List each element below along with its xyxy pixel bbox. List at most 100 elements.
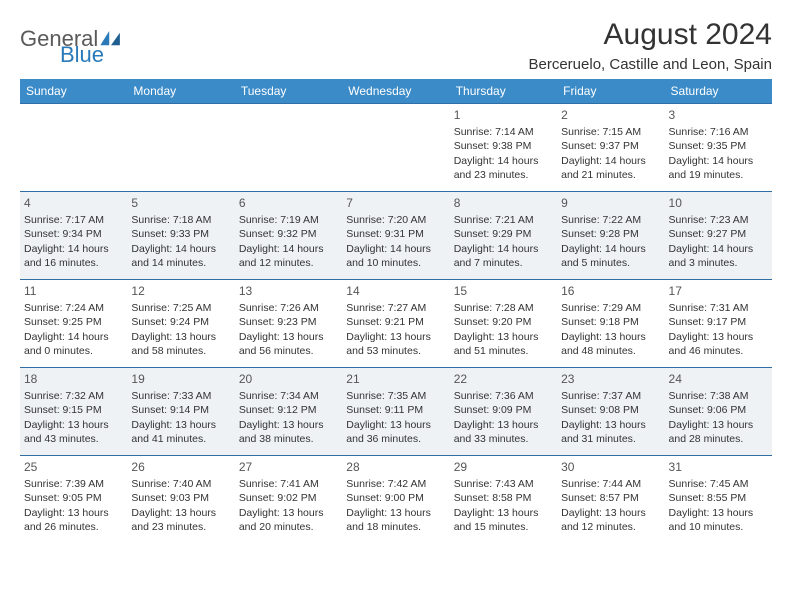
calendar-day-cell: 4Sunrise: 7:17 AMSunset: 9:34 PMDaylight… bbox=[20, 192, 127, 280]
daylight-text: Daylight: 13 hours and 43 minutes. bbox=[24, 418, 123, 446]
day-number: 15 bbox=[454, 283, 553, 299]
sunset-text: Sunset: 8:55 PM bbox=[669, 491, 768, 505]
sunset-text: Sunset: 9:17 PM bbox=[669, 315, 768, 329]
calendar-day-cell: 24Sunrise: 7:38 AMSunset: 9:06 PMDayligh… bbox=[665, 368, 772, 456]
calendar-day-cell: 23Sunrise: 7:37 AMSunset: 9:08 PMDayligh… bbox=[557, 368, 664, 456]
day-number: 19 bbox=[131, 371, 230, 387]
calendar-day-cell: 3Sunrise: 7:16 AMSunset: 9:35 PMDaylight… bbox=[665, 104, 772, 192]
sunrise-text: Sunrise: 7:18 AM bbox=[131, 213, 230, 227]
sunset-text: Sunset: 9:12 PM bbox=[239, 403, 338, 417]
day-number: 24 bbox=[669, 371, 768, 387]
calendar-day-cell: 5 Sunrise: 7:18 AMSunset: 9:33 PMDaylight… bbox=[127, 192, 234, 280]
sunset-text: Sunset: 9:00 PM bbox=[346, 491, 445, 505]
daylight-text: Daylight: 14 hours and 12 minutes. bbox=[239, 242, 338, 270]
daylight-text: Daylight: 13 hours and 26 minutes. bbox=[24, 506, 123, 534]
calendar-day-cell: 19Sunrise: 7:33 AMSunset: 9:14 PMDayligh… bbox=[127, 368, 234, 456]
day-number: 22 bbox=[454, 371, 553, 387]
sunrise-text: Sunrise: 7:15 AM bbox=[561, 125, 660, 139]
sunset-text: Sunset: 9:02 PM bbox=[239, 491, 338, 505]
day-number: 21 bbox=[346, 371, 445, 387]
day-number: 14 bbox=[346, 283, 445, 299]
sunset-text: Sunset: 9:18 PM bbox=[561, 315, 660, 329]
day-header: Wednesday bbox=[342, 79, 449, 104]
day-number: 3 bbox=[669, 107, 768, 123]
sunrise-text: Sunrise: 7:41 AM bbox=[239, 477, 338, 491]
day-number: 2 bbox=[561, 107, 660, 123]
daylight-text: Daylight: 13 hours and 31 minutes. bbox=[561, 418, 660, 446]
sunset-text: Sunset: 8:58 PM bbox=[454, 491, 553, 505]
day-number: 28 bbox=[346, 459, 445, 475]
day-number: 7 bbox=[346, 195, 445, 211]
sunrise-text: Sunrise: 7:24 AM bbox=[24, 301, 123, 315]
sunrise-text: Sunrise: 7:40 AM bbox=[131, 477, 230, 491]
sunrise-text: Sunrise: 7:22 AM bbox=[561, 213, 660, 227]
day-number: 27 bbox=[239, 459, 338, 475]
sunrise-text: Sunrise: 7:21 AM bbox=[454, 213, 553, 227]
sunset-text: Sunset: 9:06 PM bbox=[669, 403, 768, 417]
daylight-text: Daylight: 14 hours and 0 minutes. bbox=[24, 330, 123, 358]
daylight-text: Daylight: 13 hours and 33 minutes. bbox=[454, 418, 553, 446]
calendar-day-cell: 12Sunrise: 7:25 AMSunset: 9:24 PMDayligh… bbox=[127, 280, 234, 368]
day-number: 13 bbox=[239, 283, 338, 299]
sunrise-text: Sunrise: 7:28 AM bbox=[454, 301, 553, 315]
sunrise-text: Sunrise: 7:16 AM bbox=[669, 125, 768, 139]
calendar-day-cell: 14Sunrise: 7:27 AMSunset: 9:21 PMDayligh… bbox=[342, 280, 449, 368]
daylight-text: Daylight: 13 hours and 41 minutes. bbox=[131, 418, 230, 446]
sunset-text: Sunset: 9:24 PM bbox=[131, 315, 230, 329]
day-header: Sunday bbox=[20, 79, 127, 104]
daylight-text: Daylight: 14 hours and 7 minutes. bbox=[454, 242, 553, 270]
sunset-text: Sunset: 9:29 PM bbox=[454, 227, 553, 241]
calendar-day-cell: 1Sunrise: 7:14 AMSunset: 9:38 PMDaylight… bbox=[450, 104, 557, 192]
logo-text-blue: Blue bbox=[60, 44, 122, 66]
daylight-text: Daylight: 13 hours and 56 minutes. bbox=[239, 330, 338, 358]
day-number: 30 bbox=[561, 459, 660, 475]
sunset-text: Sunset: 9:15 PM bbox=[24, 403, 123, 417]
sunset-text: Sunset: 9:33 PM bbox=[131, 227, 230, 241]
daylight-text: Daylight: 14 hours and 19 minutes. bbox=[669, 154, 768, 182]
daylight-text: Daylight: 14 hours and 23 minutes. bbox=[454, 154, 553, 182]
logo: General Blue bbox=[20, 18, 122, 66]
sunset-text: Sunset: 9:21 PM bbox=[346, 315, 445, 329]
sunrise-text: Sunrise: 7:14 AM bbox=[454, 125, 553, 139]
day-header: Tuesday bbox=[235, 79, 342, 104]
calendar-day-cell: 11Sunrise: 7:24 AMSunset: 9:25 PMDayligh… bbox=[20, 280, 127, 368]
daylight-text: Daylight: 13 hours and 46 minutes. bbox=[669, 330, 768, 358]
daylight-text: Daylight: 13 hours and 28 minutes. bbox=[669, 418, 768, 446]
daylight-text: Daylight: 13 hours and 10 minutes. bbox=[669, 506, 768, 534]
sunset-text: Sunset: 9:03 PM bbox=[131, 491, 230, 505]
sunrise-text: Sunrise: 7:45 AM bbox=[669, 477, 768, 491]
sunset-text: Sunset: 8:57 PM bbox=[561, 491, 660, 505]
calendar-day-cell: 29 Sunrise: 7:43 AMSunset: 8:58 PMDayligh… bbox=[450, 456, 557, 544]
daylight-text: Daylight: 13 hours and 12 minutes. bbox=[561, 506, 660, 534]
daylight-text: Daylight: 13 hours and 58 minutes. bbox=[131, 330, 230, 358]
calendar-day-cell: 31Sunrise: 7:45 AMSunset: 8:55 PMDayligh… bbox=[665, 456, 772, 544]
sunset-text: Sunset: 9:09 PM bbox=[454, 403, 553, 417]
day-number: 10 bbox=[669, 195, 768, 211]
day-number: 5 bbox=[131, 195, 230, 211]
day-number: 23 bbox=[561, 371, 660, 387]
daylight-text: Daylight: 13 hours and 15 minutes. bbox=[454, 506, 553, 534]
sunrise-text: Sunrise: 7:44 AM bbox=[561, 477, 660, 491]
sunrise-text: Sunrise: 7:32 AM bbox=[24, 389, 123, 403]
sunset-text: Sunset: 9:05 PM bbox=[24, 491, 123, 505]
daylight-text: Daylight: 13 hours and 48 minutes. bbox=[561, 330, 660, 358]
sunset-text: Sunset: 9:20 PM bbox=[454, 315, 553, 329]
sunrise-text: Sunrise: 7:43 AM bbox=[454, 477, 553, 491]
day-number: 6 bbox=[239, 195, 338, 211]
sunset-text: Sunset: 9:14 PM bbox=[131, 403, 230, 417]
calendar-day-cell: 18Sunrise: 7:32 AMSunset: 9:15 PMDayligh… bbox=[20, 368, 127, 456]
sunset-text: Sunset: 9:27 PM bbox=[669, 227, 768, 241]
day-number: 9 bbox=[561, 195, 660, 211]
sunrise-text: Sunrise: 7:35 AM bbox=[346, 389, 445, 403]
calendar-day-cell bbox=[342, 104, 449, 192]
day-number: 29 bbox=[454, 459, 553, 475]
daylight-text: Daylight: 13 hours and 36 minutes. bbox=[346, 418, 445, 446]
calendar-day-cell: 15Sunrise: 7:28 AMSunset: 9:20 PMDayligh… bbox=[450, 280, 557, 368]
day-number: 4 bbox=[24, 195, 123, 211]
daylight-text: Daylight: 14 hours and 14 minutes. bbox=[131, 242, 230, 270]
calendar-table: SundayMondayTuesdayWednesdayThursdayFrid… bbox=[20, 79, 772, 544]
day-number: 25 bbox=[24, 459, 123, 475]
calendar-day-cell: 30 Sunrise: 7:44 AMSunset: 8:57 PMDayligh… bbox=[557, 456, 664, 544]
day-header: Friday bbox=[557, 79, 664, 104]
daylight-text: Daylight: 13 hours and 23 minutes. bbox=[131, 506, 230, 534]
